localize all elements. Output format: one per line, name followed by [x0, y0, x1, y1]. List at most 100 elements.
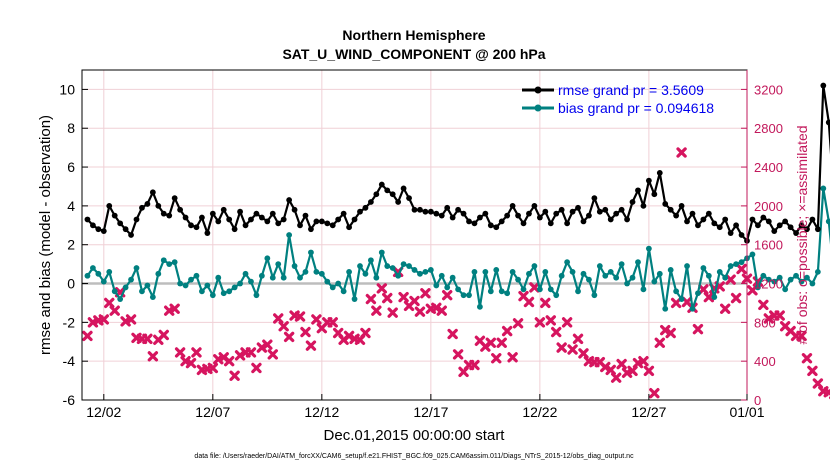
rmse-point-70: [466, 218, 472, 225]
bias-point-48: [346, 268, 352, 275]
rmse-point-124: [760, 214, 767, 221]
rmse-point-61: [417, 206, 423, 213]
obs-marker-76: [496, 337, 507, 348]
obs-marker-105: [654, 337, 665, 348]
rmse-point-110: [684, 218, 690, 225]
bias-point-83: [536, 286, 543, 293]
obs-marker-35: [273, 313, 284, 324]
bias-point-36: [280, 274, 287, 281]
rmse-point-134: [814, 226, 821, 233]
bias-point-136: [825, 218, 830, 225]
rmse-point-1: [90, 222, 96, 229]
bias-point-28: [237, 280, 243, 287]
bias-point-117: [722, 274, 729, 281]
rmse-point-87: [558, 206, 565, 213]
obs-marker-36: [278, 321, 289, 332]
obs-marker-23: [207, 362, 219, 374]
bias-point-72: [477, 303, 483, 310]
bias-point-73: [482, 268, 489, 275]
obs-marker-133: [807, 365, 818, 377]
x-axis: 12/02 12/07 12/12 12/17 12/22 12/27 01/01: [86, 394, 765, 420]
y-tick-label-3: 0: [67, 276, 75, 292]
rmse-point-103: [645, 177, 652, 184]
rmse-point-68: [455, 206, 462, 213]
rmse-point-5: [111, 212, 118, 219]
obs-marker-97: [610, 372, 622, 383]
rmse-point-63: [427, 208, 434, 215]
bias-point-109: [678, 296, 685, 302]
bias-point-27: [231, 284, 238, 291]
x-tick-label-6: 01/01: [729, 404, 764, 420]
rmse-point-81: [526, 210, 532, 217]
bias-point-7: [122, 284, 129, 291]
rmse-point-4: [106, 202, 113, 209]
rmse-point-108: [673, 212, 680, 219]
bias-point-82: [531, 263, 538, 269]
bias-point-19: [188, 276, 194, 283]
bias-point-39: [297, 274, 303, 281]
chart-title: Northern Hemisphere: [342, 27, 485, 43]
y-tick-label-7: 8: [67, 120, 75, 136]
obs-marker-127: [774, 310, 785, 321]
bias-point-133: [809, 280, 816, 287]
rmse-point-17: [177, 206, 184, 213]
bias-point-119: [733, 261, 739, 268]
bias-point-74: [487, 288, 494, 295]
obs-marker-83: [534, 317, 546, 328]
rmse-point-130: [793, 230, 799, 236]
bias-point-120: [738, 259, 745, 266]
obs-marker-67: [447, 328, 458, 340]
rmse-point-25: [220, 206, 227, 213]
bias-point-124: [760, 272, 767, 279]
bias-point-89: [569, 268, 576, 275]
bias-point-90: [575, 288, 581, 295]
obs-marker-77: [501, 325, 513, 337]
obs-marker-85: [545, 315, 556, 326]
rmse-point-55: [384, 187, 391, 194]
obs-marker-96: [605, 364, 616, 376]
obs-marker-3: [98, 314, 110, 325]
rmse-point-52: [367, 199, 374, 205]
rmse-point-37: [286, 197, 293, 203]
bias-point-8: [128, 276, 134, 283]
rmse-point-62: [422, 208, 429, 215]
rmse-point-10: [139, 204, 145, 211]
bias-point-114: [705, 272, 712, 279]
bias-point-23: [209, 292, 216, 299]
obs-marker-124: [758, 299, 769, 311]
obs-marker-64: [431, 302, 442, 313]
x-axis-label: Dec.01,2015 00:00:00 start: [324, 427, 506, 444]
rmse-point-6: [117, 220, 124, 227]
rmse-point-35: [275, 220, 282, 227]
rmse-point-99: [624, 216, 630, 223]
rmse-point-135: [820, 82, 827, 89]
bias-point-67: [449, 274, 456, 281]
bias-point-105: [656, 270, 663, 277]
obs-marker-109: [676, 147, 687, 158]
bias-point-129: [787, 276, 794, 283]
rmse-point-71: [471, 220, 478, 227]
rmse-point-128: [782, 218, 789, 225]
obs-marker-45: [327, 317, 338, 328]
legend-bias-label: bias grand pr = 0.094618: [558, 100, 714, 116]
rmse-point-12: [149, 189, 156, 196]
rmse-point-82: [531, 202, 538, 209]
rmse-point-9: [133, 216, 140, 223]
obs-marker-26: [223, 355, 235, 367]
obs-marker-136: [823, 387, 830, 398]
bias-point-75: [493, 267, 500, 273]
bias-point-6: [117, 296, 124, 302]
obs-marker-100: [627, 365, 638, 377]
bias-point-45: [329, 284, 336, 291]
rmse-point-75: [493, 224, 500, 231]
bias-point-112: [695, 290, 701, 297]
rmse-point-89: [569, 208, 576, 215]
rmse-point-22: [204, 230, 211, 236]
bias-point-126: [771, 278, 778, 285]
obs-marker-19: [185, 357, 197, 369]
rmse-point-32: [258, 214, 265, 221]
y2-tick-label-6: 2400: [754, 160, 783, 175]
bias-point-50: [357, 263, 363, 269]
bias-point-54: [378, 249, 385, 256]
